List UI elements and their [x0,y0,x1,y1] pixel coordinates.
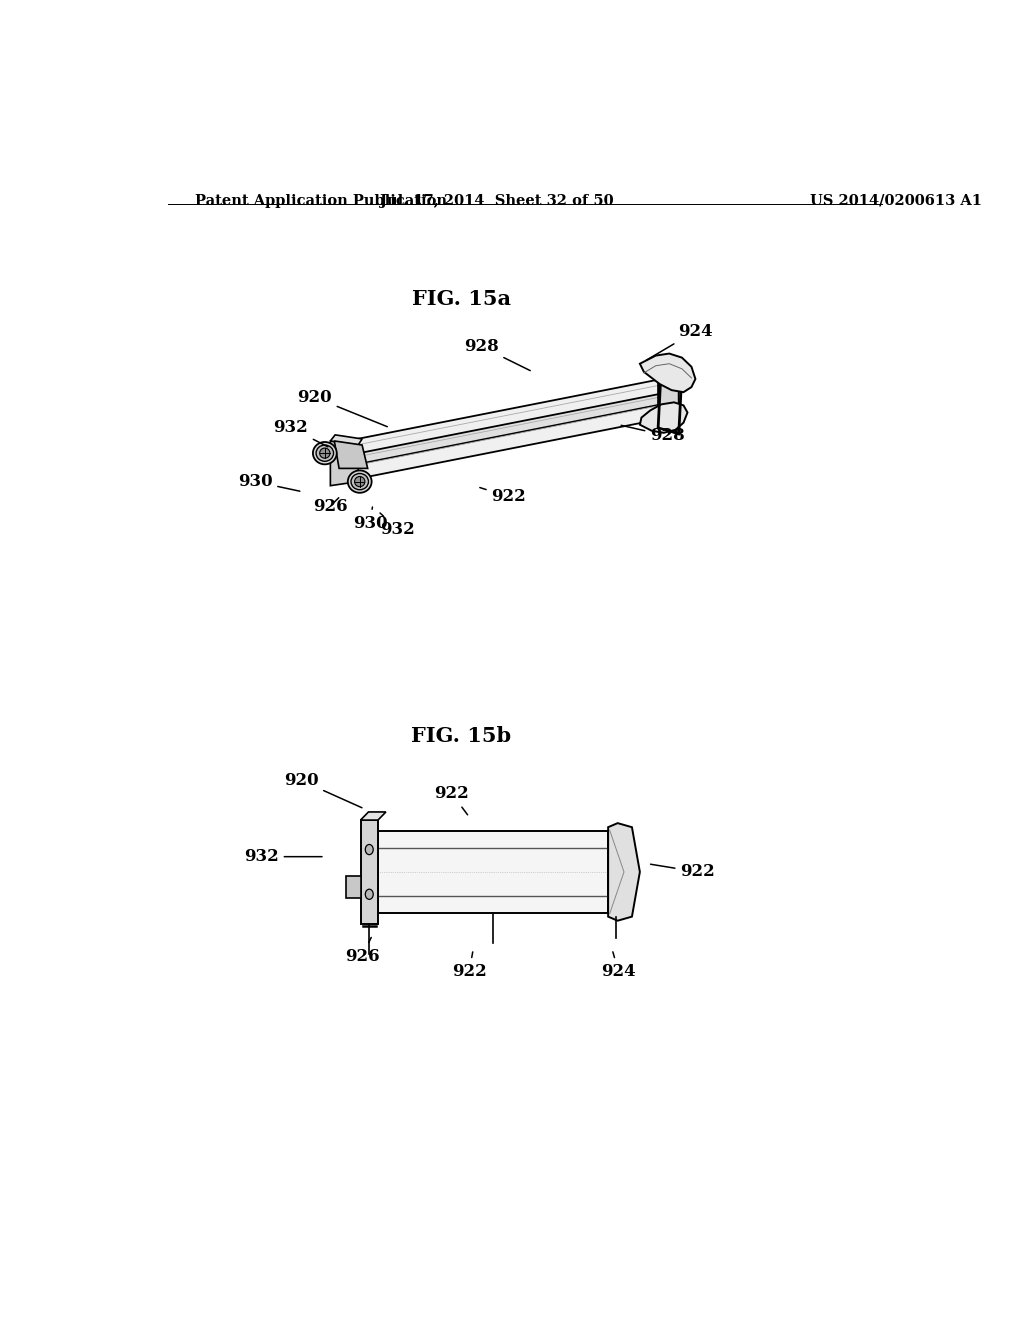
Ellipse shape [319,447,330,458]
Polygon shape [331,434,362,445]
Text: FIG. 15b: FIG. 15b [412,726,511,746]
Ellipse shape [366,890,373,899]
Text: US 2014/0200613 A1: US 2014/0200613 A1 [811,194,982,209]
Text: 924: 924 [646,322,713,360]
Text: 930: 930 [238,473,300,491]
Polygon shape [331,441,358,486]
Text: 926: 926 [345,937,380,965]
Polygon shape [640,354,695,392]
Text: 932: 932 [273,420,328,446]
Ellipse shape [313,442,337,465]
Bar [360,820,378,924]
Polygon shape [360,812,386,820]
Bar [346,876,360,899]
Text: 922: 922 [650,863,715,880]
Ellipse shape [316,445,334,461]
Bar [378,832,608,912]
Polygon shape [334,441,368,469]
Ellipse shape [348,470,372,492]
Text: Jul. 17, 2014  Sheet 32 of 50: Jul. 17, 2014 Sheet 32 of 50 [380,194,613,209]
Text: 922: 922 [434,785,469,814]
Ellipse shape [366,845,373,854]
Ellipse shape [351,474,369,490]
Polygon shape [640,403,687,433]
Text: 928: 928 [622,425,685,445]
Text: 920: 920 [297,389,387,426]
Text: 922: 922 [452,952,486,979]
Text: 930: 930 [352,507,387,532]
Polygon shape [608,824,640,921]
Text: Patent Application Publication: Patent Application Publication [196,194,447,209]
Text: 928: 928 [464,338,530,371]
Text: 932: 932 [380,513,415,537]
Text: 932: 932 [244,849,322,865]
Polygon shape [658,367,679,434]
Polygon shape [349,395,660,466]
Polygon shape [349,380,660,459]
Text: 924: 924 [601,952,636,979]
Text: 926: 926 [313,498,348,515]
Polygon shape [349,400,660,480]
Text: FIG. 15a: FIG. 15a [412,289,511,309]
Text: 922: 922 [480,487,526,506]
Text: 920: 920 [284,772,361,808]
Ellipse shape [354,477,365,487]
